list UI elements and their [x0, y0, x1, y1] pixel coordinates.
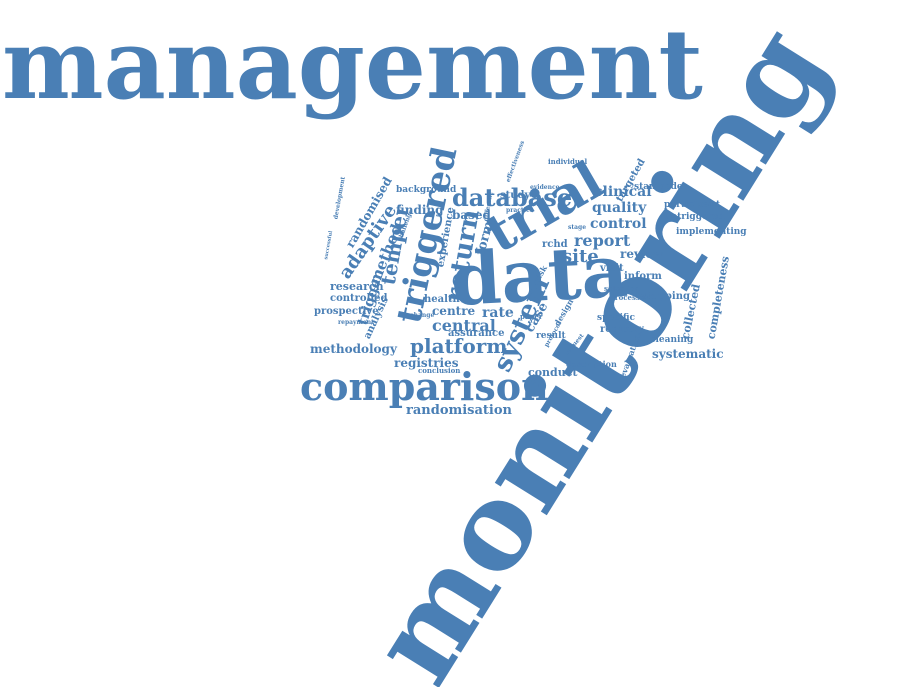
word-registry: registry [600, 324, 644, 336]
word-description: description [566, 358, 617, 369]
word-visit: visit [600, 263, 624, 275]
word-health: health [424, 294, 460, 306]
word-review: review [620, 246, 664, 261]
word-study: study [500, 190, 531, 202]
word-practice: practice [506, 207, 534, 215]
word-stampede: stampede [634, 181, 683, 192]
word-rchd: rchd [542, 239, 568, 251]
word-untriggered: untriggered [664, 211, 725, 222]
word-research: research [330, 280, 384, 294]
word-comparison: comparison [300, 364, 549, 410]
word-control: control [590, 216, 647, 233]
word-development: development [332, 176, 347, 221]
word-evidence: evidence [530, 184, 560, 192]
word-central: central [432, 315, 496, 335]
word-selection: selection [604, 283, 640, 293]
word-implementing: implementing [676, 226, 747, 237]
word-prospective: prospective [314, 306, 379, 318]
word-rate: rate [482, 305, 514, 322]
word-methodology: methodology [310, 341, 397, 356]
word-finding: finding [396, 202, 444, 217]
word-participant: participant [664, 199, 721, 210]
word-site: site [562, 245, 599, 267]
word-conclusion: conclusion [418, 365, 461, 375]
word-based: based [452, 207, 491, 222]
word-repayment: repayment [338, 319, 374, 327]
word-successful: successful [323, 230, 335, 261]
word-specific: specific [597, 312, 636, 323]
word-processes: processes [610, 292, 649, 302]
word-cleaning: cleaning [650, 334, 694, 345]
word-platform: platform [410, 334, 508, 359]
word-stopping: stopping [641, 291, 690, 303]
word-quality: quality [592, 200, 647, 217]
word-effectiveness: effectiveness [504, 140, 527, 184]
word-inform: inform [624, 271, 662, 283]
word-controlled: controlled [330, 293, 388, 305]
word-randomisation: randomisation [406, 402, 512, 418]
word-centre: centre [432, 303, 476, 318]
word-paper: paper [520, 311, 543, 321]
word-database: database [452, 183, 573, 213]
word-clinical: clinical [594, 184, 652, 201]
word-conduct: conduct [528, 366, 578, 380]
word-individual: individual [548, 156, 588, 166]
word-assurance: assurance [448, 328, 505, 340]
word-background: background [396, 184, 457, 195]
word-registries: registries [394, 355, 459, 370]
word-stage: stage [568, 224, 587, 232]
word-report: report [574, 230, 631, 250]
word-change: change [410, 312, 435, 320]
word-management: management [2, 8, 703, 122]
word-systematic: systematic [652, 346, 724, 361]
word-result: result [536, 330, 566, 341]
